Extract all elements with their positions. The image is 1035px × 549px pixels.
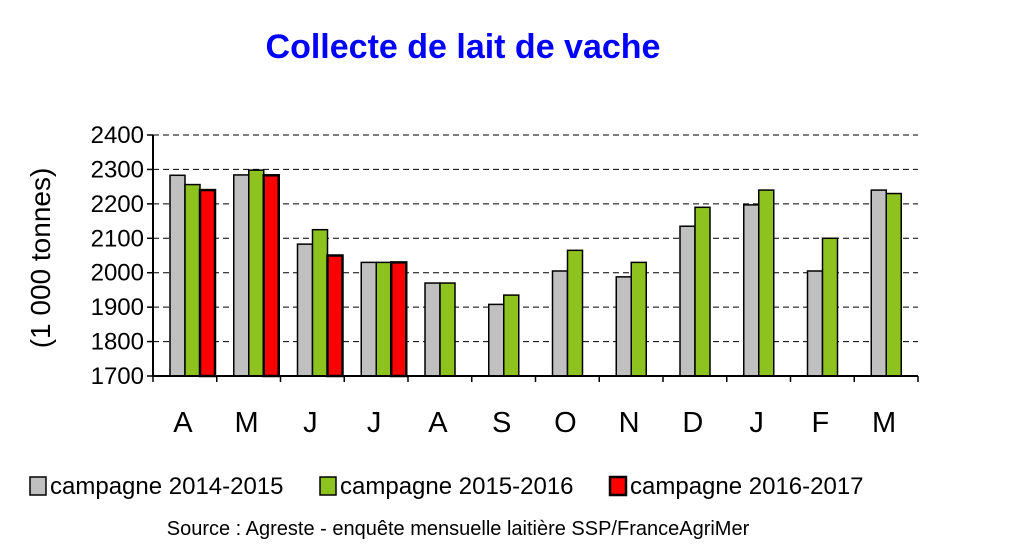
- bar-1: [360, 261, 377, 377]
- y-tick-label: 2400: [91, 122, 144, 149]
- y-tick-label: 2100: [91, 225, 144, 252]
- bar-2: [885, 192, 902, 377]
- x-tick-label: D: [682, 407, 703, 439]
- bar-3: [198, 188, 217, 378]
- y-axis-label: (1 000 tonnes): [25, 168, 56, 349]
- y-tick-label: 1700: [91, 363, 144, 390]
- bar-3: [326, 254, 344, 378]
- grid-lines: [153, 134, 918, 343]
- x-tick-label: J: [303, 407, 318, 439]
- legend-swatch-2: [319, 476, 337, 496]
- bar-2: [439, 282, 456, 377]
- x-tick-label: A: [173, 407, 193, 439]
- y-tick-label: 2300: [91, 156, 144, 183]
- bar-2: [311, 228, 329, 377]
- legend-label-3: campagne 2016-2017: [630, 473, 864, 500]
- bar-1: [551, 270, 569, 377]
- bar-2: [184, 183, 201, 377]
- bar-2: [503, 294, 520, 377]
- bar-1: [488, 303, 505, 377]
- bar-1: [870, 189, 887, 377]
- bar-2: [566, 249, 584, 377]
- bar-1: [679, 225, 696, 377]
- bar-1: [743, 204, 760, 377]
- bar-1: [424, 282, 441, 377]
- x-tick-label: N: [619, 407, 640, 439]
- bars: [169, 169, 902, 378]
- bar-1: [169, 174, 186, 377]
- y-tick-label: 2200: [91, 191, 144, 218]
- bar-1: [296, 243, 314, 377]
- y-tick-label: 2000: [91, 260, 144, 287]
- axes: [152, 135, 919, 382]
- bar-2: [375, 261, 392, 377]
- bar-2: [758, 189, 775, 377]
- bar-3: [262, 174, 280, 378]
- source-note: Source : Agreste - enquête mensuelle lai…: [167, 518, 750, 540]
- y-tick-labels: 1700 1800 1900 2000 2100 2200 2300 2400: [91, 122, 153, 390]
- x-tick-label: O: [554, 407, 577, 439]
- bar-2: [694, 206, 711, 377]
- bar-1: [233, 174, 250, 377]
- x-tick-label: J: [749, 407, 764, 439]
- legend-label-2: campagne 2015-2016: [340, 473, 574, 500]
- x-tick-label: M: [872, 407, 896, 439]
- y-tick-label: 1800: [91, 329, 144, 356]
- x-tick-label: S: [492, 407, 511, 439]
- legend-swatch-3: [608, 475, 628, 497]
- legend-label-1: campagne 2014-2015: [50, 473, 284, 500]
- bar-3: [390, 261, 408, 378]
- legend: campagne 2014-2015 campagne 2015-2016 camp…: [29, 473, 864, 500]
- x-tick-label: F: [812, 407, 830, 439]
- bar-2: [248, 169, 265, 377]
- bar-1: [615, 276, 632, 377]
- bar-1: [806, 270, 824, 377]
- bar-2: [821, 237, 839, 377]
- bar-2: [630, 261, 647, 377]
- x-tick-label: J: [367, 407, 382, 439]
- y-tick-label: 1900: [91, 294, 144, 321]
- legend-swatch-1: [29, 476, 47, 496]
- x-tick-label: A: [428, 407, 448, 439]
- x-tick-label: M: [235, 407, 259, 439]
- chart-title: Collecte de lait de vache: [266, 28, 661, 66]
